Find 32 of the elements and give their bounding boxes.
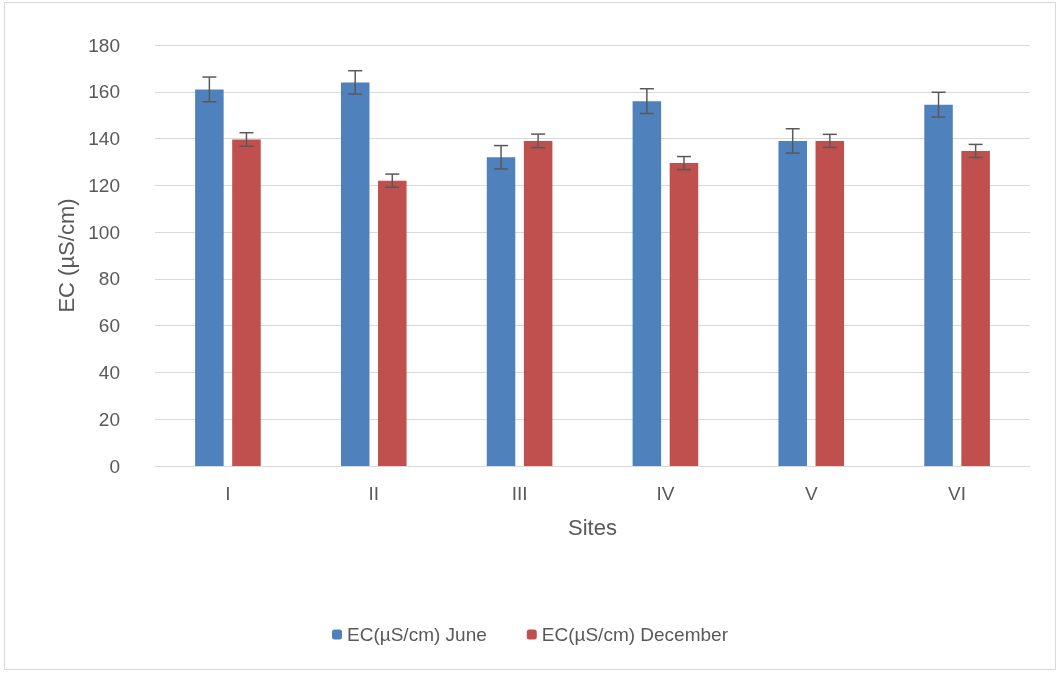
legend-label: EC(µS/cm) December [541, 624, 729, 645]
bar [778, 140, 807, 466]
bar [195, 89, 224, 466]
legend-label: EC(µS/cm) June [347, 624, 487, 645]
bar [232, 139, 261, 466]
x-tick-label: VI [948, 483, 967, 504]
y-axis-title: EC (µS/cm) [53, 198, 79, 313]
x-tick-label: III [511, 483, 528, 504]
y-tick-label: 0 [109, 455, 120, 477]
y-tick-label: 60 [98, 315, 120, 337]
bar [669, 163, 699, 466]
x-tick-label: IV [656, 483, 675, 504]
bar [340, 82, 370, 466]
y-tick-label: 20 [98, 408, 120, 430]
x-tick-label: V [804, 483, 818, 504]
x-tick-label: I [225, 483, 231, 504]
bar [378, 180, 407, 466]
bar [486, 157, 516, 466]
y-tick-label: 160 [88, 81, 120, 103]
bar [924, 104, 953, 466]
y-tick-label: 40 [98, 361, 120, 383]
bar [632, 101, 662, 466]
x-tick-label: II [368, 483, 380, 504]
y-tick-label: 140 [88, 128, 120, 150]
y-tick-label: 180 [88, 34, 120, 56]
x-axis-title: Sites [568, 514, 617, 540]
bar [961, 150, 990, 466]
y-tick-label: 100 [88, 221, 120, 243]
y-tick-label: 120 [88, 174, 120, 196]
y-tick-label: 80 [98, 268, 120, 290]
bar [523, 140, 553, 466]
bar [815, 140, 845, 466]
